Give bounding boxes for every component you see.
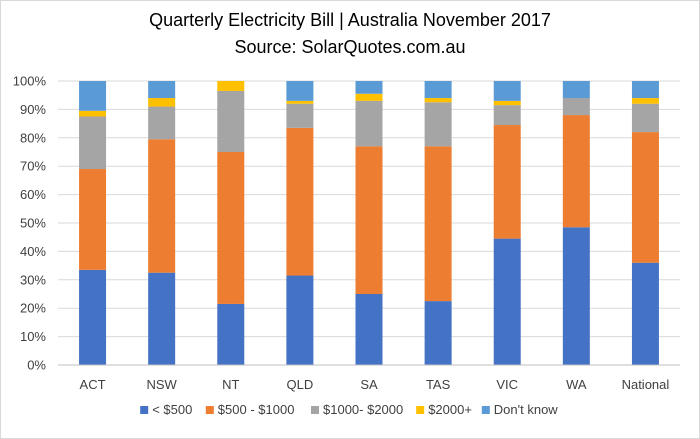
bar-segment [79,81,107,111]
bar-segment [217,152,245,304]
y-tick-label: 90% [20,102,46,117]
legend: < $500 $500 - $1000 $1000- $2000 $2000+ Don'… [140,402,558,417]
x-tick-label: TAS [426,377,451,392]
y-tick-label: 10% [20,329,46,344]
legend-label: $2000+ [428,402,472,417]
x-tick-label: NT [222,377,239,392]
chart-subtitle: Source: SolarQuotes.com.au [234,37,466,57]
bar-segment [424,98,452,103]
bar-segment [631,132,659,263]
y-tick-label: 70% [20,159,46,174]
bar-segment [493,238,521,365]
bars [79,81,659,365]
bar-segment [493,81,521,101]
bar-segment [493,125,521,239]
bar-segment [562,98,590,116]
bar-segment [562,81,590,99]
bar-segment [148,98,176,107]
y-tick-label: 20% [20,301,46,316]
bar-segment [424,146,452,302]
legend-swatch [140,406,149,414]
y-tick-label: 60% [20,187,46,202]
x-tick-label: ACT [80,377,106,392]
chart-title: Quarterly Electricity Bill | Australia N… [149,10,551,30]
bar-segment [286,81,314,101]
bar-segment [148,139,176,273]
bar-segment [79,110,107,117]
y-tick-label: 40% [20,244,46,259]
bar-segment [631,262,659,365]
y-tick-label: 0% [27,358,46,373]
y-tick-label: 80% [20,130,46,145]
bar-segment [148,106,176,140]
bar-segment [424,102,452,147]
axes: 0% 10% 20% 30% 40% 50% 60% 70% 80% 90% 100% ACT NSW N… [13,74,680,392]
bar-segment [424,301,452,365]
bar-segment [631,81,659,99]
bar-segment [286,100,314,104]
bar-segment [631,103,659,133]
bar-segment [562,227,590,365]
legend-label: Don't know [494,402,559,417]
x-tick-label: SA [360,377,378,392]
bar-segment [79,269,107,365]
y-tick-label: 30% [20,272,46,287]
x-tick-label: NSW [146,377,177,392]
bar-segment [355,146,383,294]
x-tick-label: VIC [496,377,518,392]
y-tick-label: 100% [13,74,47,89]
bar-segment [286,127,314,276]
bar-segment [148,272,176,365]
legend-swatch [205,406,214,414]
x-tick-label: QLD [287,377,314,392]
bar-segment [355,294,383,365]
bar-segment [286,275,314,365]
legend-swatch [311,406,319,414]
bar-segment [562,115,590,228]
x-tick-label: WA [566,377,587,392]
bar-segment [217,90,245,152]
x-tick-label: National [622,377,670,392]
bar-segment [424,81,452,99]
bar-segment [148,81,176,99]
bar-segment [355,93,383,101]
bar-segment [79,169,107,270]
legend-swatch [481,406,490,414]
bar-segment [631,98,659,104]
bar-segment [286,103,314,128]
bar-segment [217,303,245,365]
bar-segment [493,105,521,126]
bar-segment [79,116,107,170]
legend-swatch [416,406,425,414]
bar-segment [493,100,521,106]
legend-label: $1000- $2000 [323,402,403,417]
legend-label: < $500 [152,402,192,417]
bar-segment [355,100,383,147]
bar-segment [355,81,383,94]
bar-segment [217,81,245,91]
legend-label: $500 - $1000 [218,402,295,417]
y-tick-label: 50% [20,216,46,231]
